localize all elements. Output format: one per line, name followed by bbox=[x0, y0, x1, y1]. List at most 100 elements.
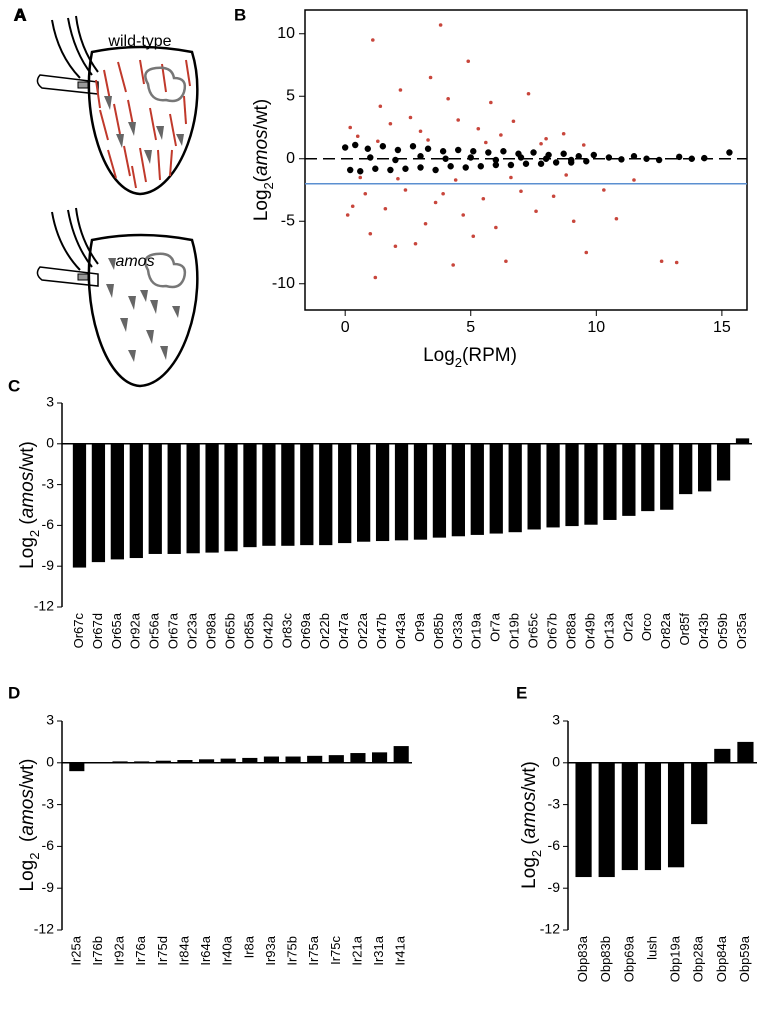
bar bbox=[667, 762, 685, 868]
point bbox=[358, 175, 363, 180]
point bbox=[347, 166, 354, 174]
bar bbox=[319, 443, 333, 546]
point bbox=[424, 145, 432, 152]
point bbox=[726, 149, 733, 156]
point bbox=[378, 104, 383, 109]
point bbox=[530, 149, 537, 156]
point bbox=[433, 200, 438, 205]
axis-label-part: /wt) bbox=[519, 761, 540, 792]
point bbox=[537, 160, 545, 167]
axis-label-part: /wt) bbox=[17, 441, 38, 472]
panel-label: A bbox=[14, 5, 26, 24]
point bbox=[350, 204, 355, 209]
point bbox=[544, 136, 548, 141]
bar bbox=[148, 443, 162, 554]
bar bbox=[129, 443, 143, 559]
point bbox=[355, 134, 360, 139]
point bbox=[581, 143, 586, 147]
bar bbox=[134, 761, 150, 763]
x-tick-label: Ir40a bbox=[220, 935, 235, 965]
x-tick-label: Ir92a bbox=[112, 935, 127, 965]
bar bbox=[394, 443, 409, 541]
bar bbox=[198, 759, 215, 763]
bar bbox=[691, 762, 708, 825]
axis-label: Log2 (amos/wt) bbox=[519, 761, 544, 889]
bar bbox=[328, 755, 344, 763]
x-tick-label: Or42b bbox=[260, 613, 275, 649]
axis-label-part: Log bbox=[17, 860, 38, 892]
point bbox=[387, 166, 394, 174]
bar bbox=[432, 443, 447, 538]
axis-label: Log2(RPM) bbox=[423, 345, 517, 370]
x-tick-label: Or65c bbox=[526, 613, 541, 649]
bar bbox=[641, 443, 655, 512]
point bbox=[519, 189, 523, 194]
x-tick-label: Or82a bbox=[658, 612, 673, 649]
x-tick-label: Ir75a bbox=[306, 935, 321, 965]
x-tick-label: Or23a bbox=[185, 612, 200, 649]
point bbox=[341, 144, 349, 151]
point bbox=[504, 259, 508, 264]
marker bbox=[77, 81, 89, 89]
y-tick-label: 3 bbox=[552, 712, 560, 728]
point bbox=[376, 139, 380, 144]
panel-label: E bbox=[516, 683, 527, 702]
sensilla bbox=[104, 96, 184, 164]
bar bbox=[644, 762, 662, 871]
bar bbox=[186, 443, 200, 554]
x-tick-label: Obp69a bbox=[621, 935, 636, 982]
axis-label-part: /wt) bbox=[251, 99, 272, 130]
point bbox=[447, 163, 454, 170]
x-tick-label: Or92a bbox=[128, 612, 143, 649]
point bbox=[439, 148, 447, 155]
bar bbox=[714, 748, 731, 763]
x-tick-label: Or47b bbox=[374, 613, 389, 649]
axis-label-part: amos bbox=[17, 789, 38, 836]
y-tick-label: -6 bbox=[42, 837, 55, 853]
axis-label: Log2 (amos/wt) bbox=[17, 759, 42, 892]
bar bbox=[112, 761, 128, 763]
x-tick-label: Or85a bbox=[241, 612, 256, 649]
bar bbox=[357, 443, 371, 542]
point bbox=[560, 150, 567, 157]
point bbox=[467, 154, 474, 161]
y-tick-label: 3 bbox=[46, 712, 54, 728]
point bbox=[363, 191, 368, 196]
point bbox=[534, 209, 538, 214]
x-tick-label: 15 bbox=[713, 319, 731, 336]
point bbox=[602, 188, 606, 192]
point bbox=[456, 118, 460, 122]
bar bbox=[716, 443, 731, 481]
axis-label-part: ( bbox=[17, 518, 38, 530]
point bbox=[371, 38, 375, 42]
panel-label: C bbox=[8, 376, 20, 395]
x-tick-label: Obp83b bbox=[598, 936, 613, 982]
point bbox=[539, 141, 543, 146]
point bbox=[605, 154, 613, 161]
point bbox=[446, 96, 450, 101]
point bbox=[352, 141, 359, 149]
point bbox=[522, 160, 530, 167]
arista bbox=[51, 15, 99, 79]
sensilla bbox=[106, 258, 180, 362]
point bbox=[373, 275, 378, 280]
x-tick-label: Or22a bbox=[355, 612, 370, 649]
bar bbox=[660, 443, 674, 510]
point bbox=[394, 146, 402, 154]
y-tick-label: -9 bbox=[42, 879, 55, 895]
bar bbox=[489, 443, 503, 534]
y-tick-label: -3 bbox=[42, 475, 55, 491]
point bbox=[348, 125, 353, 130]
point bbox=[568, 156, 575, 164]
y-tick-label: 0 bbox=[46, 435, 54, 451]
point bbox=[492, 161, 500, 169]
point bbox=[388, 121, 393, 126]
bar bbox=[575, 762, 592, 878]
point bbox=[499, 133, 503, 137]
axis-label-part: Log bbox=[251, 189, 272, 221]
point bbox=[466, 59, 471, 64]
point bbox=[614, 216, 619, 221]
point bbox=[379, 143, 387, 150]
x-tick-label: Ir21a bbox=[349, 935, 364, 965]
point bbox=[471, 234, 476, 239]
